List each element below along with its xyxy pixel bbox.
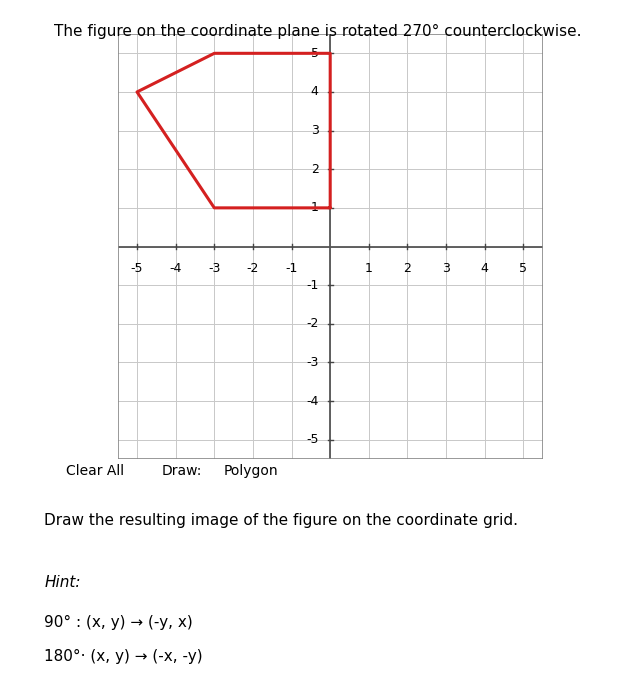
- Text: 3: 3: [442, 262, 450, 275]
- Text: Draw the resulting image of the figure on the coordinate grid.: Draw the resulting image of the figure o…: [44, 513, 518, 528]
- Text: -4: -4: [170, 262, 182, 275]
- Text: -4: -4: [306, 394, 319, 407]
- Text: Clear All: Clear All: [66, 464, 124, 478]
- Text: 5: 5: [519, 262, 528, 275]
- Text: The figure on the coordinate plane is rotated 270° counterclockwise.: The figure on the coordinate plane is ro…: [54, 24, 581, 39]
- Text: 2: 2: [311, 163, 319, 175]
- Text: -2: -2: [306, 318, 319, 330]
- Text: -5: -5: [306, 433, 319, 446]
- Text: 1: 1: [365, 262, 373, 275]
- Text: Draw:: Draw:: [162, 464, 203, 478]
- Text: 2: 2: [403, 262, 411, 275]
- Text: -5: -5: [131, 262, 144, 275]
- Text: 1: 1: [311, 201, 319, 214]
- Text: 4: 4: [481, 262, 489, 275]
- Text: 5: 5: [311, 47, 319, 60]
- Text: -2: -2: [247, 262, 259, 275]
- Text: 90° : (x, y) → (-y, x): 90° : (x, y) → (-y, x): [44, 615, 193, 630]
- Text: -3: -3: [306, 356, 319, 369]
- Text: -1: -1: [306, 279, 319, 292]
- Text: -3: -3: [208, 262, 220, 275]
- Text: -1: -1: [285, 262, 298, 275]
- Text: 4: 4: [311, 86, 319, 99]
- Text: 180°· (x, y) → (-x, -y): 180°· (x, y) → (-x, -y): [44, 649, 203, 664]
- Text: Polygon: Polygon: [224, 464, 278, 478]
- Text: Hint:: Hint:: [44, 575, 81, 590]
- Text: 3: 3: [311, 124, 319, 137]
